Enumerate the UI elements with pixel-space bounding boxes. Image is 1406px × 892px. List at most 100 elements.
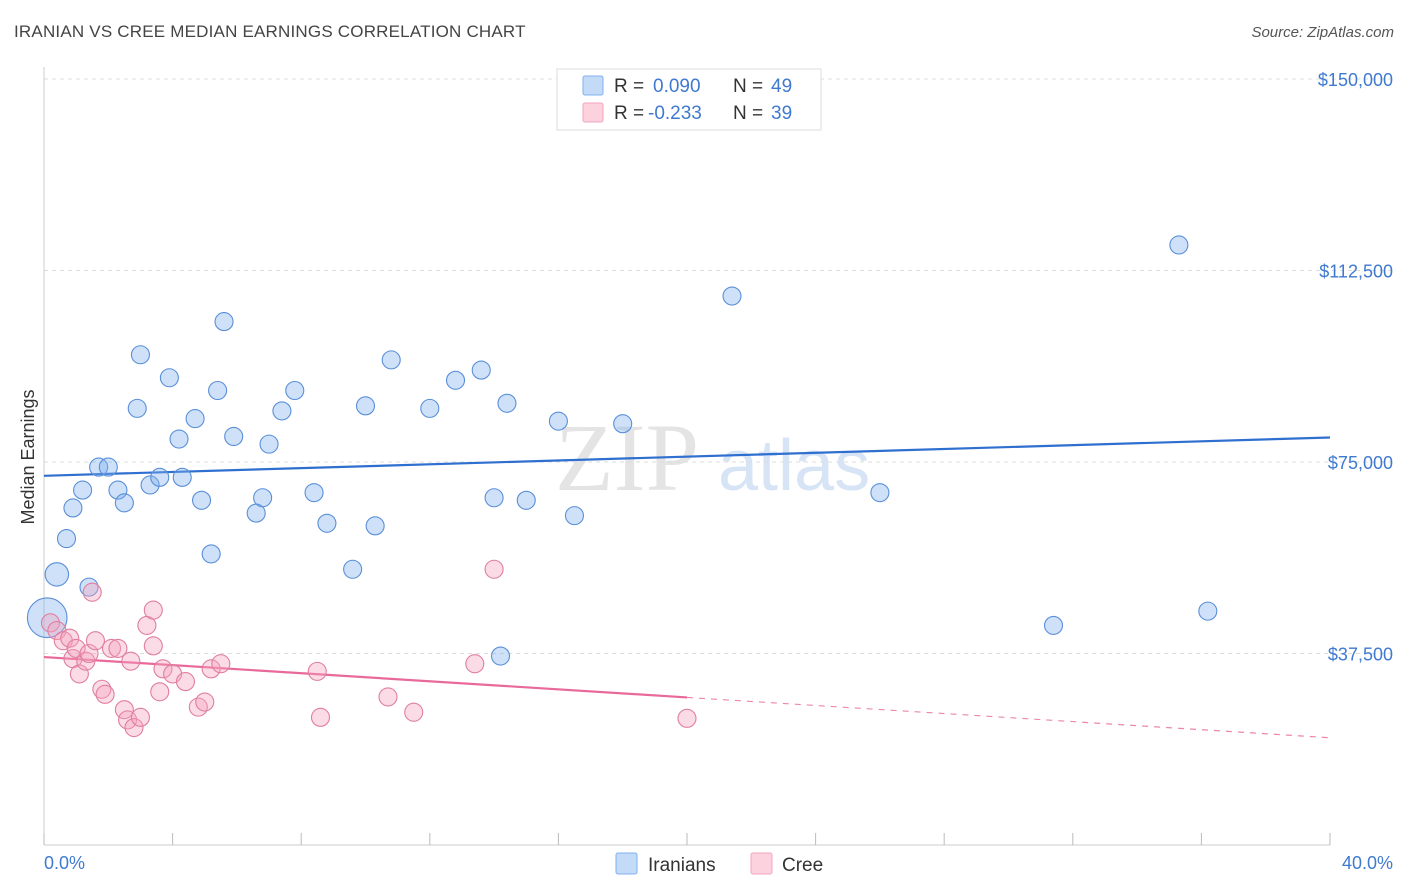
point-iranians-19 xyxy=(201,544,221,564)
point-cree-5 xyxy=(66,638,86,658)
legend-r-label-iranians: R = xyxy=(614,76,644,97)
point-cree-23 xyxy=(150,682,170,702)
point-cree-0 xyxy=(40,613,60,633)
point-iranians-25 xyxy=(259,434,279,454)
point-iranians-28 xyxy=(304,483,324,503)
point-cree-29 xyxy=(201,659,221,679)
point-cree-34 xyxy=(404,702,424,722)
point-cree-24 xyxy=(153,659,173,679)
point-iranians-24 xyxy=(253,488,273,508)
legend-r-value-iranians: 0.090 xyxy=(653,76,701,97)
y-axis-title: Median Earnings xyxy=(18,389,38,524)
point-iranians-2 xyxy=(56,529,77,549)
legend-n-value-cree: 39 xyxy=(771,103,792,124)
point-iranians-48 xyxy=(1198,601,1218,621)
chart-title: IRANIAN VS CREE MEDIAN EARNINGS CORRELAT… xyxy=(14,22,526,41)
point-iranians-18 xyxy=(191,490,212,510)
point-iranians-44 xyxy=(722,286,742,306)
point-cree-31 xyxy=(307,661,327,681)
legend-r-value-cree: -0.233 xyxy=(648,103,702,124)
point-iranians-17 xyxy=(185,409,205,429)
y-tick-label-2: $112,500 xyxy=(1319,262,1393,282)
legend-r-label-cree: R = xyxy=(614,103,644,124)
point-iranians-7 xyxy=(98,457,118,477)
series-legend-swatch-cree xyxy=(750,852,773,875)
point-cree-17 xyxy=(121,651,141,671)
point-cree-3 xyxy=(60,628,80,648)
point-cree-12 xyxy=(95,684,115,704)
series-legend-swatch-iranians xyxy=(615,852,638,875)
point-cree-36 xyxy=(484,559,504,579)
point-cree-21 xyxy=(143,600,163,620)
legend-n-label-cree: N = xyxy=(733,103,763,124)
point-iranians-10 xyxy=(127,398,147,418)
point-iranians-43 xyxy=(613,414,633,434)
point-iranians-40 xyxy=(516,490,536,510)
x-tick-label-min: 0.0% xyxy=(44,853,85,873)
point-iranians-4 xyxy=(73,480,93,500)
point-cree-13 xyxy=(101,638,122,658)
point-iranians-21 xyxy=(214,312,234,332)
y-tick-label-0: $37,500 xyxy=(1328,645,1393,665)
series-legend: Iranians Cree xyxy=(615,852,823,876)
gridlines: $37,500 $75,000 $112,500 $150,000 xyxy=(44,70,1393,665)
data-points xyxy=(26,235,1218,738)
point-iranians-45 xyxy=(870,483,890,503)
point-iranians-16 xyxy=(172,467,192,487)
series-legend-label-cree: Cree xyxy=(782,855,823,876)
point-cree-32 xyxy=(310,707,331,727)
point-iranians-33 xyxy=(381,350,401,370)
y-tick-label-3: $150,000 xyxy=(1318,70,1393,90)
point-cree-14 xyxy=(108,638,128,658)
point-iranians-1 xyxy=(44,562,70,587)
point-cree-30 xyxy=(211,654,231,674)
series-legend-label-iranians: Iranians xyxy=(648,855,716,876)
point-iranians-34 xyxy=(420,398,440,418)
axis-ticks xyxy=(43,833,1331,845)
correlation-legend: R = 0.090 N = 49 R = -0.233 N = 39 xyxy=(556,68,822,131)
point-cree-11 xyxy=(92,679,112,699)
point-cree-33 xyxy=(378,687,398,707)
trend-line-extension-cree xyxy=(686,696,1331,739)
point-iranians-29 xyxy=(317,513,337,533)
legend-swatch-iranians xyxy=(582,75,604,96)
point-iranians-42 xyxy=(564,506,585,526)
point-cree-37 xyxy=(677,708,697,728)
point-iranians-12 xyxy=(140,475,160,495)
point-iranians-3 xyxy=(63,498,83,518)
point-cree-26 xyxy=(175,672,196,692)
point-iranians-6 xyxy=(89,457,109,477)
point-cree-10 xyxy=(85,631,105,651)
trend-lines xyxy=(43,436,1331,739)
trend-line-iranians xyxy=(43,436,1331,477)
point-cree-22 xyxy=(143,636,163,656)
legend-swatch-cree xyxy=(582,102,604,123)
point-iranians-47 xyxy=(1169,235,1189,255)
source-label: Source: ZipAtlas.com xyxy=(1251,24,1394,41)
point-cree-27 xyxy=(188,697,208,717)
point-iranians-31 xyxy=(355,396,376,416)
point-iranians-36 xyxy=(471,360,491,380)
point-cree-18 xyxy=(124,717,144,738)
point-iranians-5 xyxy=(79,577,99,597)
point-iranians-11 xyxy=(130,345,150,365)
point-cree-7 xyxy=(76,651,96,671)
watermark-atlas: atlas xyxy=(718,426,870,506)
point-iranians-15 xyxy=(169,429,189,449)
x-tick-label-max: 40.0% xyxy=(1342,853,1393,873)
point-iranians-35 xyxy=(445,370,466,390)
point-iranians-38 xyxy=(490,646,511,666)
legend-n-label-iranians: N = xyxy=(733,76,763,97)
legend-n-value-iranians: 49 xyxy=(771,76,792,97)
point-iranians-32 xyxy=(365,516,385,536)
point-iranians-0 xyxy=(26,597,68,639)
point-cree-35 xyxy=(465,654,485,674)
point-iranians-14 xyxy=(159,368,179,388)
point-iranians-30 xyxy=(343,559,363,579)
point-iranians-13 xyxy=(150,467,170,487)
point-iranians-46 xyxy=(1043,615,1064,635)
point-cree-15 xyxy=(114,700,134,720)
point-iranians-37 xyxy=(484,488,504,508)
point-iranians-27 xyxy=(285,380,305,401)
